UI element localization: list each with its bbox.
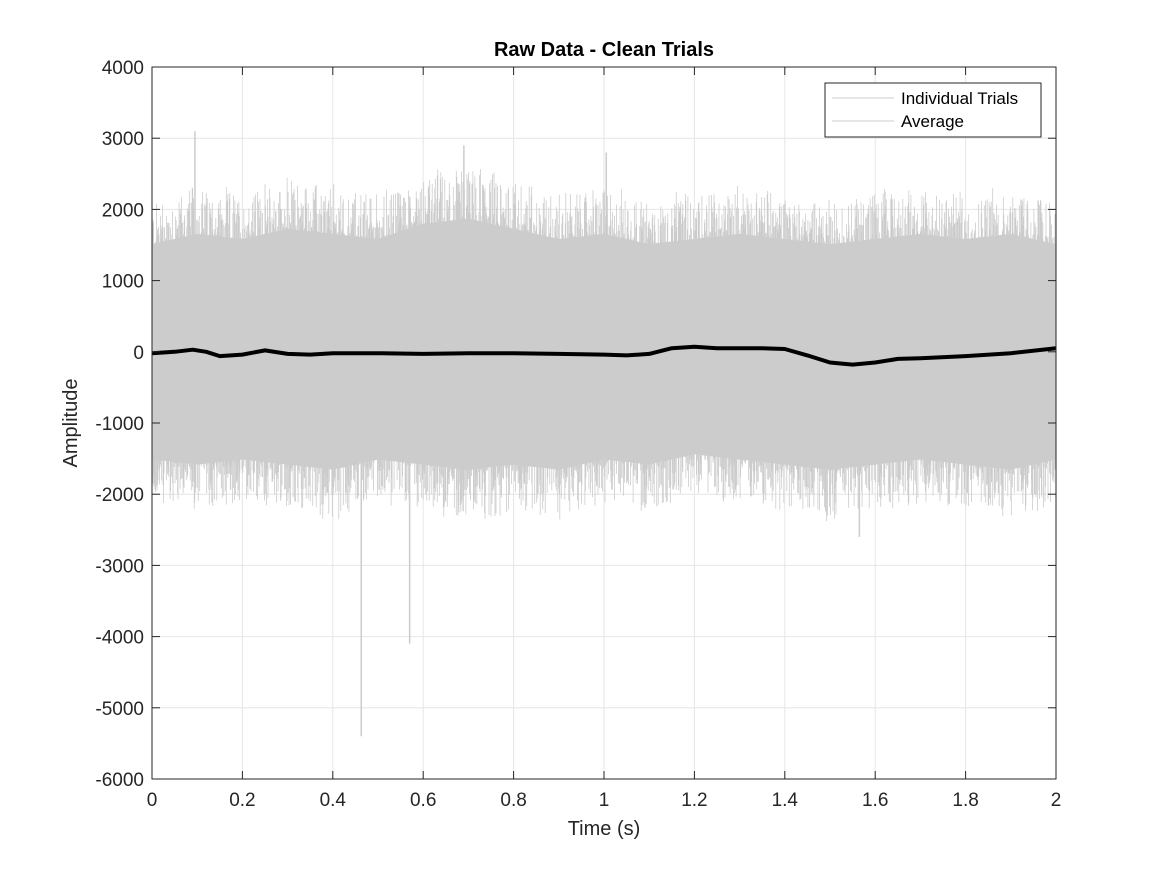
x-axis-label: Time (s) — [568, 818, 641, 840]
x-tick-label: 0 — [147, 790, 158, 811]
y-tick-label: -3000 — [95, 556, 144, 577]
x-tick-label: 0.4 — [320, 790, 347, 811]
x-tick-label: 1 — [599, 790, 610, 811]
y-tick-label: 2000 — [102, 200, 144, 221]
x-tick-label: 0.6 — [410, 790, 436, 811]
y-tick-label: -5000 — [95, 699, 144, 720]
x-tick-label: 2 — [1051, 790, 1062, 811]
legend-box — [824, 82, 1042, 138]
y-tick-label: 0 — [133, 343, 144, 364]
x-axis-ticks: 0 0.2 0.4 0.6 0.8 1 1.2 1.4 1.6 1.8 2 — [147, 67, 1062, 811]
y-tick-label: 3000 — [102, 129, 144, 150]
y-tick-label: -2000 — [95, 485, 144, 506]
y-tick-label: -4000 — [95, 628, 144, 649]
average-series — [151, 344, 1057, 367]
y-tick-label: 1000 — [102, 272, 144, 293]
legend-label-average: Average — [901, 112, 964, 131]
x-tick-label: 1.8 — [952, 790, 978, 811]
average-line — [151, 344, 1057, 367]
y-axis-ticks: 4000 3000 2000 1000 0 -1000 -2000 -3000 -4000 -50… — [95, 58, 1056, 791]
legend-label-individual-trials: Individual Trials — [901, 89, 1018, 108]
legend[interactable]: Individual Trials Average — [824, 82, 1042, 138]
y-tick-label: -6000 — [95, 770, 144, 791]
y-axis-label: Amplitude — [60, 379, 82, 468]
chart-title: Raw Data - Clean Trials — [494, 39, 714, 61]
x-tick-label: 1.2 — [681, 790, 707, 811]
y-tick-label: 4000 — [102, 58, 144, 79]
x-tick-label: 0.2 — [229, 790, 255, 811]
x-tick-label: 0.8 — [500, 790, 526, 811]
y-tick-label: -1000 — [95, 414, 144, 435]
trials-series — [151, 131, 1057, 737]
x-tick-label: 1.6 — [862, 790, 888, 811]
x-tick-label: 1.4 — [772, 790, 799, 811]
